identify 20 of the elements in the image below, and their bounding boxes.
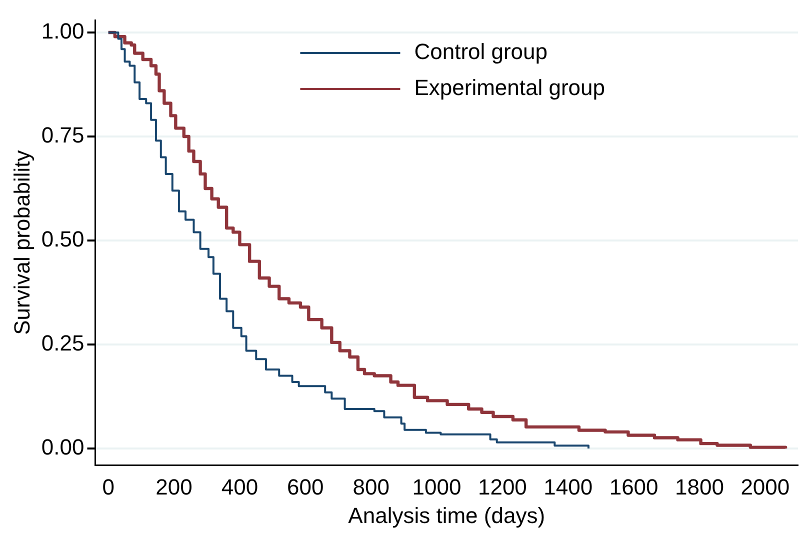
y-tick-label: 0.25	[41, 330, 84, 356]
legend-label: Experimental group	[414, 75, 605, 100]
x-tick-label: 400	[221, 474, 258, 500]
y-tick-label: 1.00	[41, 18, 84, 44]
x-tick-label: 2000	[740, 474, 790, 500]
x-tick-label: 1600	[609, 474, 658, 500]
x-tick-label: 1400	[544, 474, 593, 500]
x-tick-label: 0	[102, 474, 114, 500]
y-axis-title: Survival probability	[9, 150, 34, 335]
x-axis-title: Analysis time (days)	[348, 502, 546, 528]
x-tick-label: 1000	[412, 474, 462, 500]
x-tick-label: 1200	[478, 474, 527, 500]
x-tick-label: 200	[156, 474, 192, 500]
legend-label: Control group	[414, 39, 548, 64]
y-tick-label: 0.75	[41, 122, 84, 148]
x-tick-label: 800	[352, 474, 390, 500]
x-tick-label: 600	[287, 474, 324, 500]
y-tick-label: 0.50	[41, 226, 84, 252]
x-tick-label: 1800	[675, 474, 724, 500]
y-tick-label: 0.00	[41, 434, 84, 460]
